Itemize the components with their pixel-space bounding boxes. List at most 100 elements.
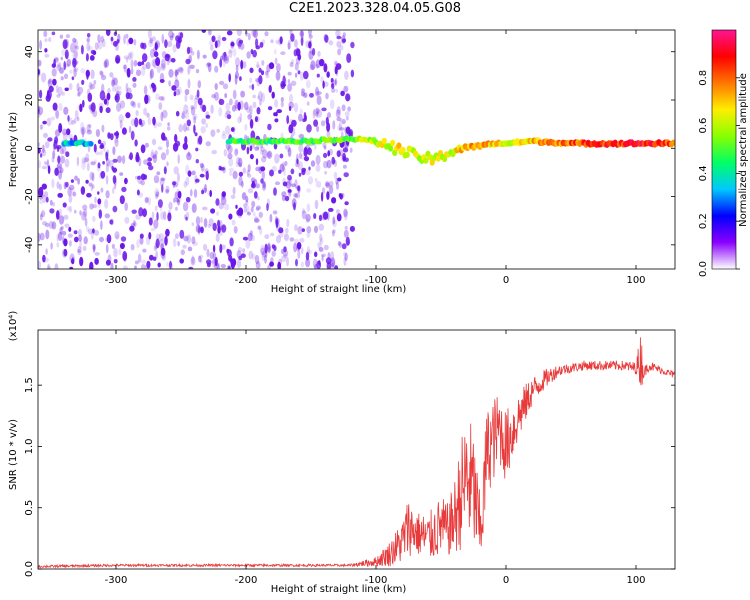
spectrogram-noise-speckle (157, 146, 163, 151)
spectrogram-noise-speckle (127, 72, 131, 78)
spectrogram-noise-speckle (337, 124, 343, 132)
spectrogram-noise-speckle (299, 36, 305, 43)
spectrogram-noise-speckle (255, 78, 260, 83)
spectrogram-noise-speckle (221, 36, 227, 42)
spectrogram-x-axis-label: Height of straight line (km) (271, 284, 407, 295)
spectrogram-noise-speckle (134, 265, 137, 269)
spectrogram-noise-speckle (158, 233, 165, 242)
spectrogram-noise-speckle (133, 39, 137, 46)
spectrogram-noise-speckle (184, 109, 190, 119)
spectrogram-noise-speckle (124, 216, 130, 224)
spectrogram-noise-speckle (259, 41, 264, 48)
spectrogram-noise-speckle (76, 116, 80, 122)
spectrogram-noise-speckle (249, 77, 253, 84)
spectrogram-noise-speckle (168, 80, 171, 87)
spectrogram-noise-speckle (156, 211, 159, 221)
spectrogram-noise-speckle (161, 254, 166, 261)
spectrogram-noise-speckle (65, 34, 70, 39)
spectrogram-noise-speckle (294, 62, 299, 71)
spectrogram-noise-speckle (286, 115, 290, 125)
spectrogram-noise-speckle (39, 40, 43, 50)
spectrogram-noise-speckle (53, 139, 58, 150)
spectrogram-noise-speckle (153, 245, 157, 251)
spectrogram-noise-speckle (118, 248, 122, 256)
spectrogram-noise-speckle (278, 169, 282, 174)
spectrogram-noise-speckle (316, 125, 320, 133)
spectrogram-noise-speckle (288, 105, 292, 112)
spectrogram-noise-speckle (308, 41, 312, 49)
snr-x-ticks: -300 -200 -100 0 100 (105, 330, 646, 586)
spectrogram-noise-speckle (115, 57, 120, 64)
spectrogram-noise-speckle (335, 109, 341, 118)
spectrogram-noise-speckle (301, 167, 307, 173)
spectrogram-noise-speckle (322, 160, 329, 169)
spectrogram-noise-speckle (343, 256, 347, 266)
spectrogram-noise-speckle (315, 63, 319, 69)
spectrogram-noise-speckle (266, 150, 273, 159)
spectrogram-noise-speckle (72, 60, 79, 65)
spectrogram-noise-speckle (281, 195, 286, 202)
spectrogram-noise-speckle (148, 232, 152, 240)
spectrogram-noise-speckle (50, 242, 53, 250)
spectrogram-noise-speckle (80, 121, 85, 132)
spectrogram-noise-speckle (272, 210, 278, 215)
spectrogram-noise-speckle (315, 154, 321, 165)
spectrogram-noise-speckle (243, 207, 248, 213)
spectrogram-noise-speckle (100, 35, 104, 43)
spectrogram-noise-speckle (220, 264, 226, 268)
spectrogram-noise-speckle (137, 253, 142, 263)
spectrogram-noise-speckle (167, 40, 173, 48)
spectrogram-noise-speckle (38, 105, 41, 112)
spectrogram-noise-speckle (336, 117, 342, 122)
spectrogram-noise-speckle (92, 215, 96, 223)
spectrogram-noise-speckle (343, 210, 348, 221)
spectrogram-noise-speckle (275, 70, 281, 81)
spectrogram-noise-speckle (178, 124, 183, 133)
spectrogram-noise-speckle (294, 224, 298, 232)
spectrogram-noise-speckle (139, 236, 144, 245)
spectrogram-noise-speckle (44, 161, 48, 165)
spectrogram-noise-speckle (203, 218, 208, 228)
spectrogram-noise-speckle (184, 88, 190, 96)
spectrogram-noise-speckle (340, 153, 347, 162)
spectrogram-noise-speckle (38, 142, 41, 147)
spectrogram-noise-speckle (340, 90, 345, 97)
spectrogram-noise-speckle (119, 172, 124, 176)
spectrogram-noise-speckle (51, 178, 55, 189)
spectrogram-noise-speckle (48, 91, 52, 100)
spectrogram-noise-speckle (320, 237, 324, 245)
spectrogram-noise-speckle (249, 118, 254, 129)
spectrogram-noise-speckle (66, 128, 71, 136)
spectrogram-noise-speckle (256, 205, 261, 211)
spectrogram-noise-speckle (255, 158, 259, 166)
spectrogram-noise-speckle (186, 152, 192, 161)
spectrogram-noise-speckle (343, 172, 349, 178)
spectrogram-noise-speckle (86, 70, 89, 80)
spectrogram-noise-speckle (255, 166, 261, 172)
spectrogram-noise-speckle (323, 211, 329, 220)
snr-x-tick-label: 0 (503, 575, 509, 586)
spectrogram-noise-speckle (211, 259, 218, 265)
spectrogram-noise-speckle (191, 236, 196, 245)
spectrogram-noise-speckle (144, 197, 149, 204)
spectrogram-noise-speckle (148, 217, 153, 226)
spectrogram-noise-speckle (152, 116, 156, 126)
spectrogram-noise-speckle (52, 102, 58, 111)
spectrogram-noise-speckle (213, 263, 220, 269)
spectrogram-noise-speckle (165, 185, 170, 193)
spectrogram-noise-speckle (154, 150, 158, 157)
spectrogram-noise-speckle (197, 97, 203, 106)
spectrogram-noise-speckle (260, 247, 266, 256)
spectrogram-noise-speckle (121, 127, 127, 135)
spectrogram-noise-speckle (327, 150, 331, 157)
spectrogram-noise-speckle (232, 126, 236, 135)
spectrogram-noise-speckle (125, 112, 131, 119)
spectrogram-noise-speckle (264, 234, 270, 240)
spectrogram-noise-speckle (344, 111, 350, 117)
spectrogram-noise-speckle (232, 89, 237, 100)
spectrogram-noise-speckle (125, 57, 129, 63)
spectrogram-noise-speckle (287, 39, 292, 50)
snr-x-tick-label: -200 (235, 575, 258, 586)
spectrogram-noise-speckle (214, 40, 218, 49)
spectrogram-noise-speckle (200, 259, 203, 264)
